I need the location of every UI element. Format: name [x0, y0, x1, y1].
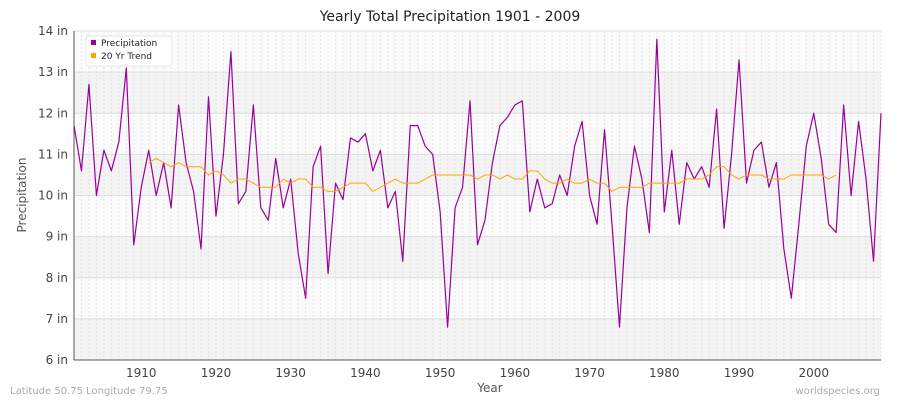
x-tick-label: 1960: [500, 366, 531, 380]
legend-box: [85, 35, 173, 67]
x-tick-label: 1990: [724, 366, 755, 380]
y-tick-label: 6 in: [46, 353, 68, 367]
legend-swatch-trend: [91, 53, 96, 58]
x-tick-label: 2000: [798, 366, 829, 380]
x-tick-label: 1970: [574, 366, 605, 380]
y-tick-label: 7 in: [46, 312, 68, 326]
footer-source: worldspecies.org: [796, 386, 880, 397]
y-tick-label: 14 in: [38, 24, 68, 38]
y-axis-label: Precipitation: [15, 157, 29, 232]
series-line-trend: [148, 157, 837, 192]
y-tick-label: 12 in: [38, 106, 68, 120]
legend-swatch-precipitation: [91, 40, 96, 45]
x-tick-label: 1980: [649, 366, 680, 380]
legend-label-precipitation: Precipitation: [101, 39, 157, 49]
legend-label-trend: 20 Yr Trend: [101, 52, 152, 62]
y-tick-label: 8 in: [46, 271, 68, 285]
legend: Precipitation 20 Yr Trend: [85, 35, 173, 67]
x-axis-label: Year: [476, 381, 502, 395]
y-tick-label: 9 in: [46, 230, 68, 244]
x-tick-label: 1950: [425, 366, 456, 380]
x-tick-label: 1920: [201, 366, 232, 380]
series-layer: [73, 38, 882, 328]
footer-coordinates: Latitude 50.75 Longitude 79.75: [10, 386, 168, 397]
x-axis-ticks: 1910 1920 1930 1940 1950 1960 1970 1980 1990 2000: [126, 366, 829, 380]
series-line-precipitation: [73, 38, 882, 328]
y-axis-ticks: 6 in 7 in 8 in 9 in 10 in 11 in 12 in 13 in 14 i…: [38, 24, 68, 367]
y-tick-label: 10 in: [38, 189, 68, 203]
y-tick-label: 13 in: [38, 65, 68, 79]
x-tick-label: 1910: [126, 366, 157, 380]
y-tick-label: 11 in: [38, 147, 68, 161]
x-tick-label: 1940: [350, 366, 381, 380]
x-tick-label: 1930: [275, 366, 306, 380]
chart-title: Yearly Total Precipitation 1901 - 2009: [319, 9, 581, 25]
